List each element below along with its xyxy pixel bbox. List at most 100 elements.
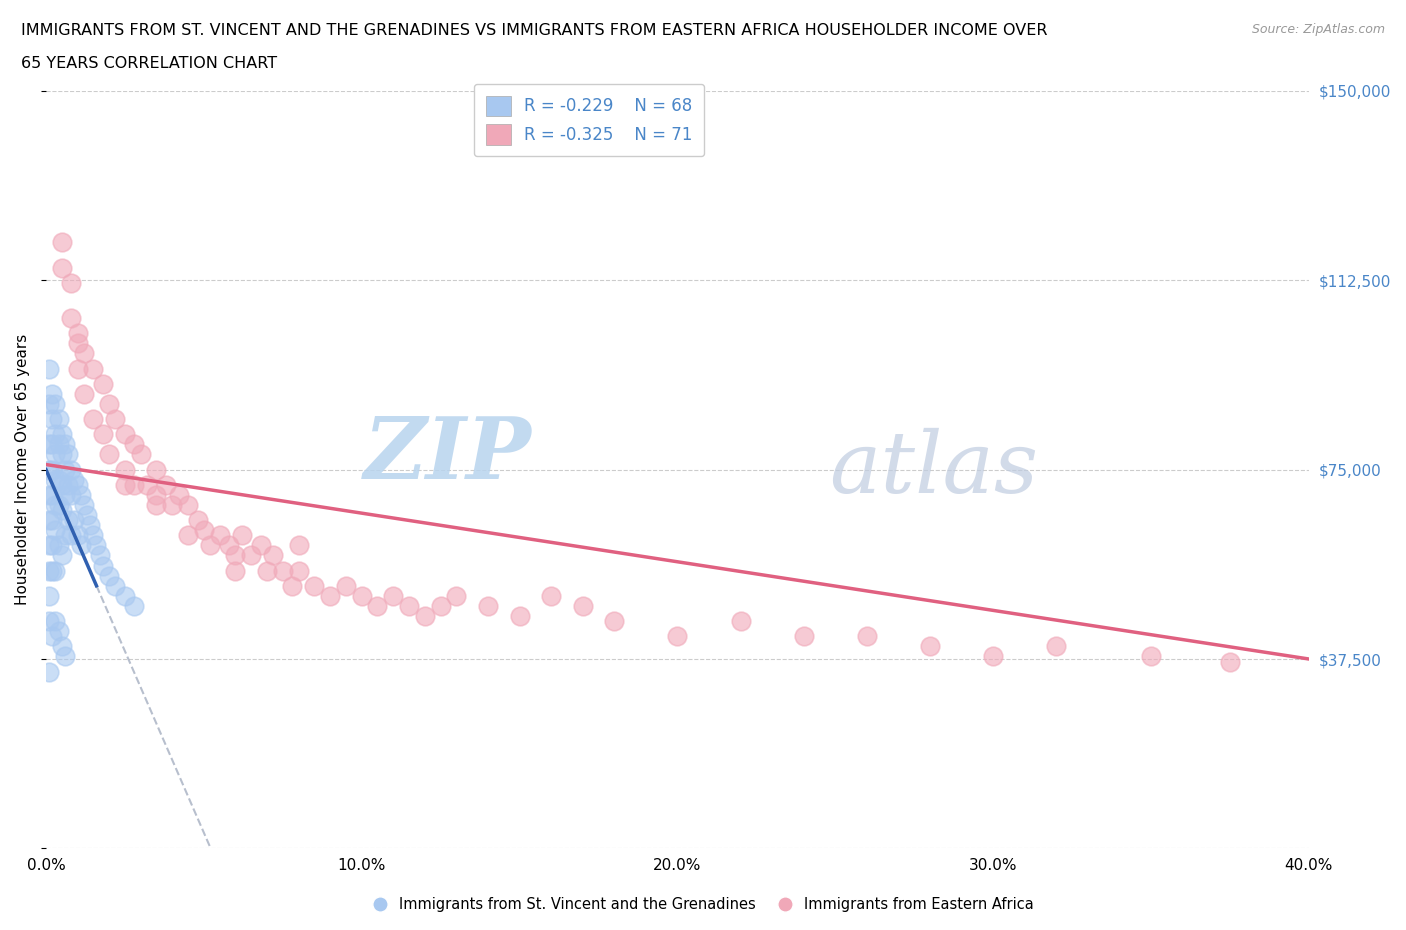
- Point: [366, 599, 388, 614]
- Point: [38, 396, 60, 411]
- Point: [167, 487, 190, 502]
- Point: [44, 523, 66, 538]
- Point: [240, 548, 263, 563]
- Point: [429, 599, 451, 614]
- Point: [271, 564, 294, 578]
- Point: [44, 427, 66, 442]
- Point: [114, 589, 136, 604]
- Point: [41, 386, 63, 401]
- Point: [44, 564, 66, 578]
- Point: [91, 558, 114, 573]
- Point: [98, 447, 121, 462]
- Point: [177, 528, 200, 543]
- Point: [53, 487, 76, 502]
- Point: [177, 498, 200, 512]
- Point: [918, 639, 941, 654]
- Point: [41, 462, 63, 477]
- Point: [51, 548, 73, 563]
- Point: [82, 361, 104, 376]
- Point: [145, 487, 167, 502]
- Point: [350, 589, 373, 604]
- Point: [41, 629, 63, 644]
- Point: [186, 512, 208, 527]
- Point: [73, 386, 96, 401]
- Point: [41, 538, 63, 552]
- Point: [231, 528, 253, 543]
- Point: [48, 472, 70, 487]
- Point: [603, 614, 626, 629]
- Point: [319, 589, 342, 604]
- Point: [793, 629, 815, 644]
- Point: [446, 589, 468, 604]
- Point: [38, 361, 60, 376]
- Point: [82, 412, 104, 427]
- Point: [666, 629, 689, 644]
- Point: [48, 498, 70, 512]
- Point: [48, 412, 70, 427]
- Legend: Immigrants from St. Vincent and the Grenadines, Immigrants from Eastern Africa: Immigrants from St. Vincent and the Gren…: [367, 891, 1039, 918]
- Point: [66, 336, 89, 351]
- Point: [44, 396, 66, 411]
- Point: [41, 564, 63, 578]
- Point: [262, 548, 284, 563]
- Point: [38, 614, 60, 629]
- Point: [124, 599, 146, 614]
- Point: [48, 624, 70, 639]
- Point: [60, 462, 83, 477]
- Point: [155, 477, 177, 492]
- Point: [44, 472, 66, 487]
- Point: [51, 235, 73, 250]
- Point: [41, 437, 63, 452]
- Text: Source: ZipAtlas.com: Source: ZipAtlas.com: [1251, 23, 1385, 36]
- Point: [53, 649, 76, 664]
- Point: [44, 614, 66, 629]
- Point: [198, 538, 221, 552]
- Point: [224, 564, 246, 578]
- Point: [76, 508, 98, 523]
- Point: [69, 487, 91, 502]
- Point: [73, 498, 96, 512]
- Point: [162, 498, 184, 512]
- Text: IMMIGRANTS FROM ST. VINCENT AND THE GRENADINES VS IMMIGRANTS FROM EASTERN AFRICA: IMMIGRANTS FROM ST. VINCENT AND THE GREN…: [21, 23, 1047, 38]
- Text: ZIP: ZIP: [364, 413, 533, 497]
- Point: [208, 528, 231, 543]
- Point: [60, 275, 83, 290]
- Point: [48, 437, 70, 452]
- Point: [60, 311, 83, 325]
- Point: [38, 538, 60, 552]
- Point: [335, 578, 357, 593]
- Point: [79, 518, 101, 533]
- Point: [89, 548, 111, 563]
- Point: [114, 427, 136, 442]
- Point: [193, 523, 215, 538]
- Point: [86, 538, 108, 552]
- Point: [51, 477, 73, 492]
- Point: [38, 512, 60, 527]
- Point: [104, 578, 127, 593]
- Point: [38, 462, 60, 477]
- Point: [66, 326, 89, 340]
- Point: [114, 477, 136, 492]
- Point: [124, 477, 146, 492]
- Point: [1219, 654, 1241, 669]
- Point: [66, 528, 89, 543]
- Point: [53, 462, 76, 477]
- Point: [129, 447, 152, 462]
- Point: [60, 528, 83, 543]
- Point: [38, 664, 60, 679]
- Point: [304, 578, 326, 593]
- Point: [51, 260, 73, 275]
- Point: [287, 538, 309, 552]
- Point: [145, 462, 167, 477]
- Point: [44, 447, 66, 462]
- Point: [66, 477, 89, 492]
- Point: [1045, 639, 1067, 654]
- Point: [91, 377, 114, 392]
- Point: [73, 346, 96, 361]
- Point: [145, 498, 167, 512]
- Point: [249, 538, 271, 552]
- Point: [98, 396, 121, 411]
- Point: [53, 437, 76, 452]
- Point: [38, 589, 60, 604]
- Point: [1140, 649, 1163, 664]
